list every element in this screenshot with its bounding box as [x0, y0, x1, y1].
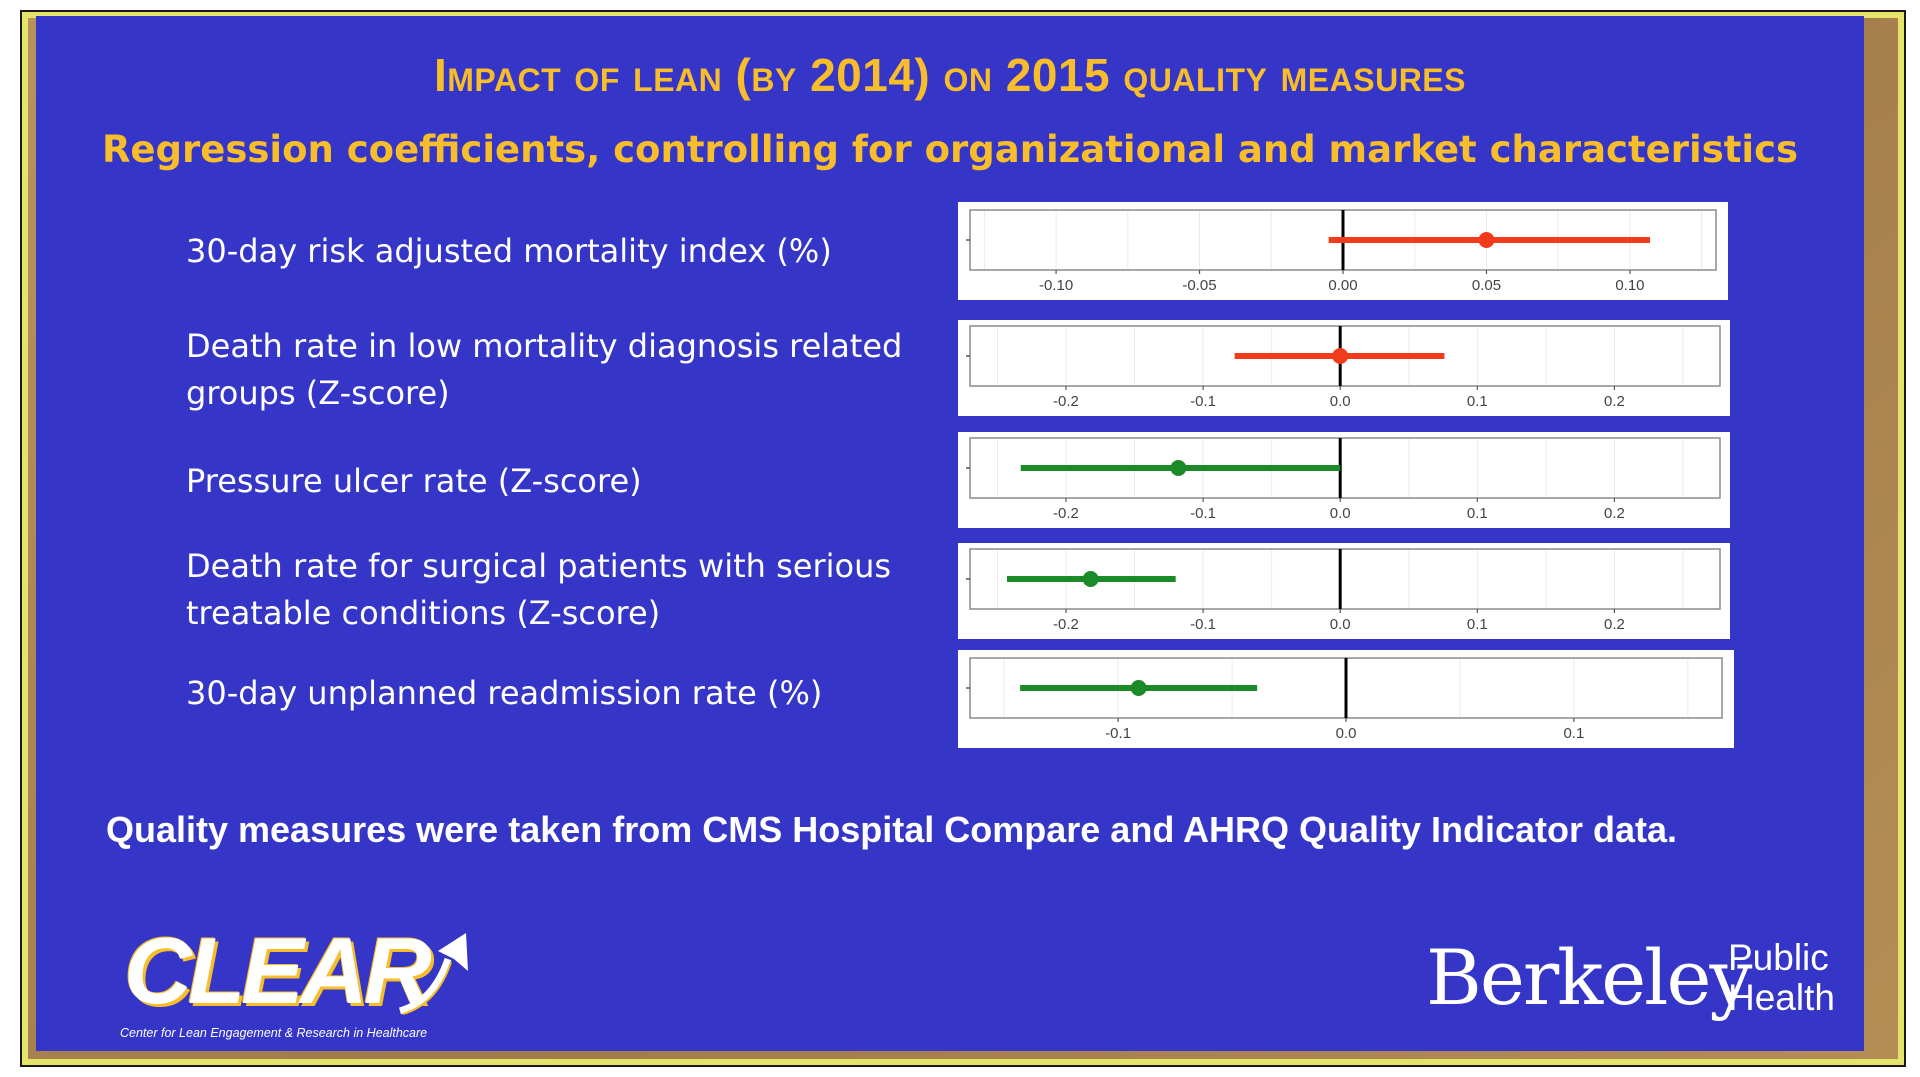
public-health-line-2: Health	[1728, 977, 1835, 1018]
x-tick-label: 0.2	[1604, 616, 1625, 633]
point-estimate	[1130, 680, 1147, 696]
x-tick-label: 0.1	[1467, 393, 1488, 410]
public-health-logo-text: Public Health	[1728, 938, 1835, 1018]
x-tick-label: -0.2	[1053, 616, 1079, 633]
x-tick-label: -0.2	[1053, 505, 1079, 522]
x-tick-label: -0.1	[1105, 725, 1131, 742]
x-tick-label: 0.1	[1563, 725, 1584, 742]
coef-plot-surgical-death: -0.2 -0.1 0.0 0.1 0.2	[966, 548, 1721, 633]
berkeley-logo-word: Berkeley	[1426, 933, 1752, 1022]
public-health-line-1: Public	[1728, 937, 1829, 978]
x-tick-label: 0.0	[1330, 505, 1351, 522]
x-tick-label: 0.1	[1467, 616, 1488, 633]
x-tick-label: 0.1	[1467, 505, 1488, 522]
coef-chart-mortality-index: -0.10 -0.05 0.00 0.05 0.10	[958, 202, 1728, 300]
x-tick-label: -0.05	[1182, 277, 1216, 294]
coef-plot-mortality-index: -0.10 -0.05 0.00 0.05 0.10	[966, 209, 1717, 294]
up-right-arrow-icon	[398, 933, 468, 1015]
x-tick-label: -0.1	[1190, 505, 1216, 522]
point-estimate	[1478, 232, 1495, 248]
slide-title: Impact of lean (by 2014) on 2015 quality…	[433, 49, 1466, 101]
x-tick-label: -0.2	[1053, 393, 1079, 410]
measure-label-mortality-index: 30-day risk adjusted mortality index (%)	[186, 232, 832, 270]
x-tick-label: 0.2	[1604, 393, 1625, 410]
slide-subtitle: Regression coefficients, controlling for…	[101, 128, 1799, 171]
x-tick-label: -0.1	[1190, 616, 1216, 633]
x-tick-label: 0.10	[1615, 277, 1644, 294]
x-tick-label: 0.0	[1330, 393, 1351, 410]
coef-plot-low-mortality-drg: -0.2 -0.1 0.0 0.1 0.2	[966, 325, 1721, 410]
clear-logo: CLEAR Center for Lean Engagement & Resea…	[106, 921, 486, 1046]
slide: Impact of lean (by 2014) on 2015 quality…	[36, 16, 1864, 1051]
measure-label-readmission: 30-day unplanned readmission rate (%)	[186, 674, 823, 712]
data-source-note: Quality measures were taken from CMS Hos…	[106, 809, 1678, 850]
x-tick-label: 0.0	[1330, 616, 1351, 633]
point-estimate	[1332, 348, 1349, 364]
measure-label-surgical-death: Death rate for surgical patients with se…	[186, 547, 892, 632]
x-tick-label: -0.1	[1190, 393, 1216, 410]
point-estimate	[1082, 571, 1099, 587]
x-tick-label: -0.10	[1039, 277, 1073, 294]
coef-chart-low-mortality-drg: -0.2 -0.1 0.0 0.1 0.2	[958, 320, 1730, 416]
coef-chart-readmission: -0.1 0.0 0.1	[958, 650, 1734, 748]
x-tick-label: 0.05	[1472, 277, 1501, 294]
coef-plot-readmission: -0.1 0.0 0.1	[966, 657, 1723, 742]
coef-plot-pressure-ulcer: -0.2 -0.1 0.0 0.1 0.2	[966, 437, 1721, 522]
x-tick-label: 0.0	[1336, 725, 1357, 742]
measure-label-pressure-ulcer: Pressure ulcer rate (Z-score)	[186, 462, 642, 500]
coef-chart-surgical-death: -0.2 -0.1 0.0 0.1 0.2	[958, 543, 1730, 639]
measure-label-low-mortality-drg: Death rate in low mortality diagnosis re…	[186, 327, 903, 412]
coef-chart-pressure-ulcer: -0.2 -0.1 0.0 0.1 0.2	[958, 432, 1730, 528]
x-tick-label: 0.2	[1604, 505, 1625, 522]
x-tick-label: 0.00	[1328, 277, 1357, 294]
clear-logo-word: CLEAR	[124, 918, 432, 1023]
clear-logo-tagline: Center for Lean Engagement & Research in…	[120, 1026, 428, 1040]
point-estimate	[1170, 460, 1187, 476]
